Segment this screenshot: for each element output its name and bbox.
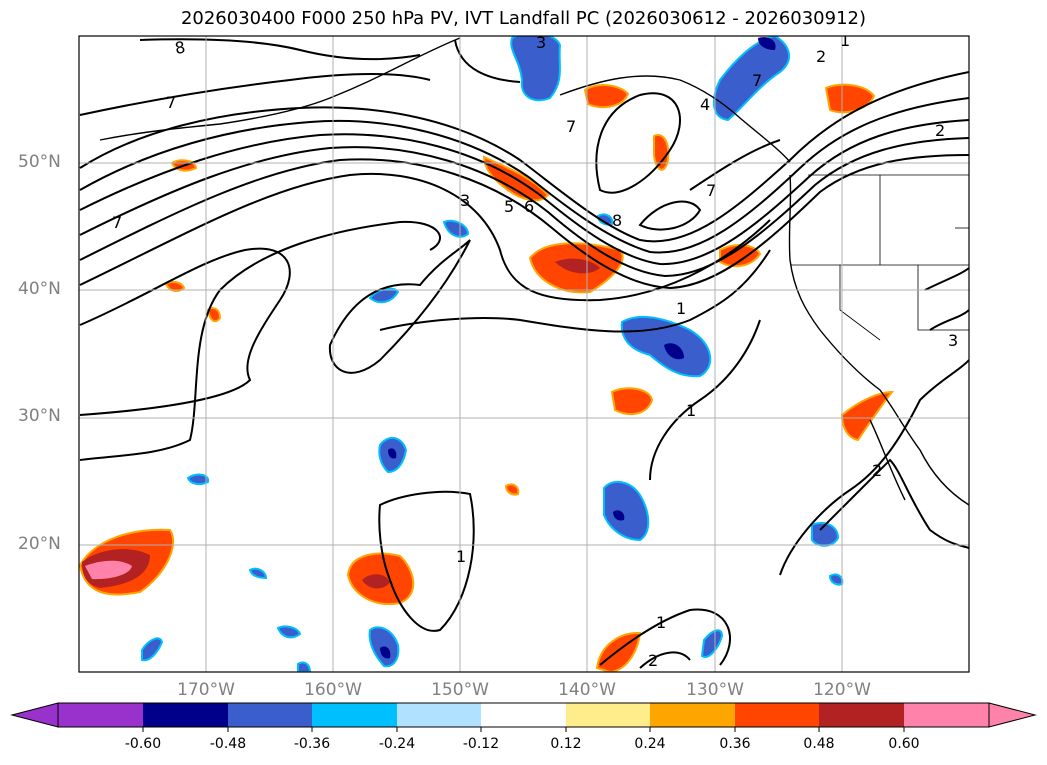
colorbar-segment: [650, 703, 735, 727]
negative-anomaly: [700, 629, 724, 658]
contour-labels: 8 7 3 2 1 7 7 2 7 3 5 6 8 7 4 1 1 3 2 1 …: [112, 31, 958, 670]
contour-label: 1: [840, 31, 850, 50]
contour-label: 2: [935, 121, 945, 140]
colorbar-tick-label: 0.60: [888, 736, 920, 752]
negative-anomaly: [442, 219, 470, 238]
lon-label: 120°W: [813, 680, 871, 700]
colorbar-tick-label: 0.36: [719, 736, 751, 752]
negative-anomaly: [758, 37, 776, 50]
colorbar-extend-high: [988, 702, 1037, 728]
colorbar: [10, 702, 1037, 732]
colorbar-segment: [312, 703, 397, 727]
positive-anomaly: [164, 280, 186, 293]
negative-anomaly: [828, 573, 844, 586]
colorbar-tick-label: -0.60: [124, 736, 162, 752]
contour-label: 3: [536, 33, 546, 52]
contour-label: 1: [456, 547, 466, 566]
colorbar-tick-label: -0.36: [293, 736, 331, 752]
contour-label: 3: [460, 191, 470, 210]
negative-anomaly: [613, 510, 625, 521]
contour-label: 8: [612, 211, 622, 230]
positive-anomaly: [840, 390, 895, 442]
shaded-anomalies: [79, 36, 895, 672]
positive-anomaly: [206, 307, 222, 323]
negative-anomaly: [388, 448, 397, 459]
negative-anomaly: [297, 661, 312, 672]
lat-label: 40°N: [18, 279, 61, 299]
lon-label: 130°W: [686, 680, 744, 700]
lon-label: 140°W: [558, 680, 616, 700]
lat-label: 50°N: [18, 152, 61, 172]
map-frame: [78, 35, 970, 673]
contour-label: 6: [524, 197, 534, 216]
pv-contours: [79, 38, 969, 669]
lat-label: 30°N: [18, 406, 61, 426]
colorbar-tick-label: 0.12: [550, 736, 582, 752]
contour-label: 4: [700, 95, 710, 114]
negative-anomaly: [141, 637, 164, 662]
colorbar-tick-label: -0.24: [378, 736, 416, 752]
contour-label: 5: [504, 197, 514, 216]
contour-label: 2: [816, 47, 826, 66]
lon-label: 160°W: [304, 680, 362, 700]
colorbar-tick-label: 0.24: [634, 736, 666, 752]
colorbar-tick-label: 0.48: [803, 736, 835, 752]
negative-anomaly: [248, 567, 268, 580]
contour-label: 2: [648, 651, 658, 670]
lat-label: 20°N: [18, 534, 61, 554]
map-panel: 8 7 3 2 1 7 7 2 7 3 5 6 8 7 4 1 1 3 2 1 …: [78, 31, 970, 673]
contour-label: 7: [706, 181, 716, 200]
positive-anomaly: [719, 244, 762, 268]
colorbar-tick-label: -0.48: [209, 736, 247, 752]
lon-label: 170°W: [177, 680, 235, 700]
colorbar-segment: [566, 703, 650, 727]
negative-anomaly: [603, 480, 650, 542]
contour-label: 1: [676, 299, 686, 318]
negative-anomaly: [276, 625, 302, 639]
positive-anomaly: [653, 134, 670, 171]
negative-anomaly: [186, 473, 210, 486]
colorbar-segment: [904, 703, 989, 727]
colorbar-segment: [735, 703, 819, 727]
colorbar-segment: [58, 703, 143, 727]
negative-anomaly: [811, 521, 840, 547]
contour-label: 3: [948, 331, 958, 350]
coastlines: [99, 37, 969, 506]
contour-label: 7: [566, 117, 576, 136]
colorbar-segment: [397, 703, 481, 727]
colorbar-frame: [57, 702, 990, 728]
positive-anomaly: [824, 83, 876, 114]
colorbar-tick-label: -0.12: [462, 736, 500, 752]
colorbar-segment: [143, 703, 228, 727]
positive-anomaly: [555, 258, 600, 274]
negative-anomaly: [380, 646, 391, 659]
colorbar-segment: [481, 703, 566, 727]
gridlines: [79, 36, 969, 672]
contour-label: 7: [112, 213, 122, 232]
colorbar-segment: [228, 703, 312, 727]
map-title: 2026030400 F000 250 hPa PV, IVT Landfall…: [180, 8, 867, 29]
contour-label: 7: [752, 71, 762, 90]
lon-label: 150°W: [431, 680, 489, 700]
state-borders: [790, 174, 969, 341]
positive-anomaly: [504, 483, 520, 496]
negative-anomaly: [664, 343, 684, 360]
contour-label: 1: [656, 613, 666, 632]
positive-anomaly: [610, 387, 654, 416]
contour-label: 2: [872, 461, 882, 480]
positive-anomaly: [362, 574, 390, 589]
contour-label: 8: [173, 37, 186, 57]
negative-anomaly: [712, 36, 790, 122]
colorbar-extend-low: [10, 702, 59, 728]
contour-label: 1: [686, 401, 696, 420]
contour-label: 7: [166, 93, 176, 112]
negative-anomaly: [368, 287, 400, 304]
positive-anomaly: [85, 560, 132, 580]
colorbar-segment: [819, 703, 904, 727]
negative-anomaly: [596, 213, 614, 226]
positive-anomaly: [583, 84, 630, 109]
